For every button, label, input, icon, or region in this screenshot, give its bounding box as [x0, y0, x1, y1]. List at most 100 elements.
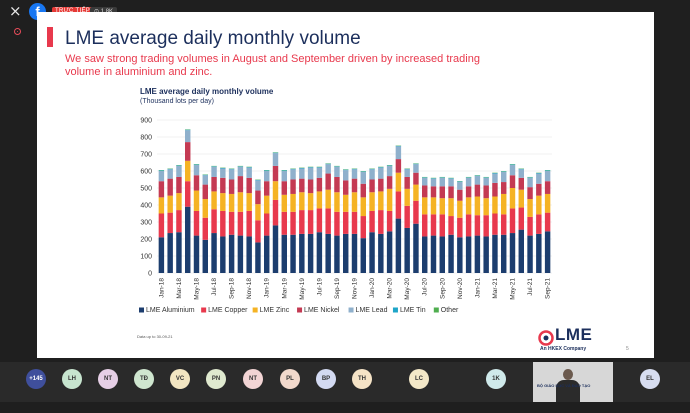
bar-segment	[193, 235, 200, 273]
participant-avatar[interactable]: VC	[170, 369, 190, 389]
participant-avatar[interactable]: LH	[62, 369, 82, 389]
bar-segment	[237, 211, 244, 236]
bar-segment	[158, 171, 165, 182]
bar-segment	[176, 176, 182, 194]
bar-segment	[334, 166, 340, 177]
bar-segment	[272, 199, 279, 226]
bar-segment	[325, 164, 331, 174]
bar-segment	[316, 167, 323, 168]
bar-segment	[395, 172, 402, 192]
bar-segment	[395, 145, 402, 147]
bar-segment	[474, 184, 481, 197]
participant-avatar[interactable]: NT	[98, 369, 118, 389]
x-tick-label: Jan-19	[264, 278, 271, 298]
bar-segment	[281, 181, 287, 195]
bar-segment	[167, 169, 173, 179]
bar-segment	[360, 238, 366, 273]
participant-avatar[interactable]: TH	[352, 369, 372, 389]
bar-segment	[193, 165, 200, 176]
bar-segment	[430, 178, 437, 179]
bar-segment	[360, 183, 366, 198]
bar-segment	[457, 200, 463, 218]
bar-segment	[202, 175, 208, 185]
bar-segment	[422, 177, 428, 178]
participant-avatar[interactable]: 1K	[486, 369, 506, 389]
title-accent-bar	[47, 27, 53, 47]
self-video-tile[interactable]: BỘ GIÁO DỤC VÀ ĐÀO TẠO	[533, 362, 613, 402]
bar-segment	[158, 170, 165, 171]
bar-segment	[430, 178, 437, 187]
bar-segment	[316, 167, 323, 178]
bar-segment	[369, 192, 375, 211]
bar-segment	[501, 234, 507, 273]
bar-segment	[158, 213, 165, 238]
bar-segment	[536, 173, 542, 184]
bar-segment	[465, 186, 472, 198]
bar-segment	[474, 196, 481, 216]
x-tick-label: Nov-19	[352, 278, 359, 299]
bar-segment	[378, 191, 384, 211]
bar-segment	[544, 171, 551, 182]
participant-avatar[interactable]: PN	[206, 369, 226, 389]
bar-segment	[307, 233, 314, 273]
bar-segment	[536, 183, 542, 196]
x-tick-label: May-20	[404, 278, 411, 300]
participant-avatar[interactable]: LC	[409, 369, 429, 389]
bar-segment	[351, 211, 358, 234]
bar-segment	[395, 159, 402, 173]
close-icon[interactable]: ×	[9, 2, 22, 20]
self-video-body	[556, 380, 580, 402]
x-tick-label: Sep-20	[439, 278, 446, 299]
bar-segment	[536, 173, 542, 174]
participant-avatar[interactable]: NT	[243, 369, 263, 389]
participant-avatar[interactable]: TĐ	[134, 369, 154, 389]
bar-segment	[185, 181, 191, 207]
participant-avatar[interactable]: PL	[280, 369, 300, 389]
bar-segment	[228, 169, 235, 180]
bar-segment	[246, 193, 252, 211]
slide-subtitle: We saw strong trading volumes in August …	[65, 53, 480, 78]
bar-segment	[255, 179, 261, 181]
x-tick-label: Jul-19	[316, 278, 323, 296]
bar-segment	[430, 197, 437, 215]
bar-segment	[483, 215, 489, 237]
bar-segment	[386, 231, 393, 273]
more-participants-button[interactable]: +145	[26, 369, 46, 389]
bar-segment	[544, 170, 551, 171]
bar-segment	[404, 188, 410, 206]
bar-segment	[158, 237, 165, 273]
bar-segment	[176, 165, 182, 177]
bar-segment	[448, 216, 454, 235]
y-tick-label: 300	[140, 220, 152, 227]
bar-segment	[272, 225, 279, 273]
bar-segment	[483, 236, 489, 273]
bar-segment	[307, 193, 314, 211]
bar-segment	[202, 239, 208, 273]
bar-segment	[334, 211, 340, 236]
bar-segment	[492, 173, 498, 174]
bar-segment	[211, 209, 217, 234]
participant-avatar[interactable]: EL	[640, 369, 660, 389]
bar-segment	[202, 184, 208, 200]
bar-segment	[255, 242, 261, 273]
bar-segment	[255, 220, 261, 243]
x-tick-label: May-19	[299, 278, 306, 300]
bar-segment	[316, 191, 323, 209]
bar-segment	[351, 169, 358, 179]
bar-segment	[509, 175, 516, 188]
bar-segment	[369, 179, 375, 193]
bar-segment	[369, 168, 375, 170]
bar-segment	[360, 197, 366, 217]
x-tick-label: Mar-18	[176, 278, 183, 299]
page-number: 5	[626, 346, 629, 352]
bar-segment	[386, 165, 393, 166]
participant-avatar[interactable]: BP	[316, 369, 336, 389]
bar-segment	[422, 236, 428, 273]
bar-segment	[211, 166, 217, 167]
y-tick-label: 700	[140, 152, 152, 159]
bar-segment	[457, 237, 463, 273]
bar-segment	[281, 194, 287, 212]
lme-logo-icon	[538, 330, 554, 346]
bar-segment	[536, 233, 542, 273]
x-tick-label: Jul-20	[422, 278, 429, 296]
